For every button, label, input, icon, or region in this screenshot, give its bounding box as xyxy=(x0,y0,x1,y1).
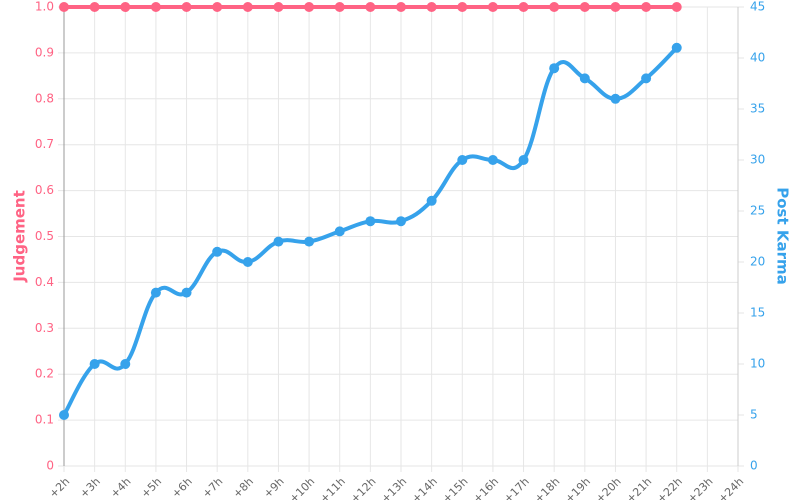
data-point xyxy=(242,257,253,267)
y2-tick-label: 20 xyxy=(750,255,765,269)
y-tick-label: 0.9 xyxy=(35,45,54,59)
x-tick-label: +6h xyxy=(169,475,195,500)
data-point xyxy=(150,2,161,12)
x-tick-label: +24h xyxy=(716,475,747,500)
y-tick-label: 0.7 xyxy=(35,137,54,151)
data-point xyxy=(120,359,131,369)
y2-tick-label: 5 xyxy=(750,408,758,422)
data-point xyxy=(150,287,161,298)
data-point xyxy=(120,2,131,12)
y2-tick-label: 0 xyxy=(750,459,758,473)
x-tick-label: +4h xyxy=(108,475,134,500)
data-point xyxy=(212,2,223,12)
y2-axis-title: Post Karma xyxy=(774,187,792,285)
data-point xyxy=(518,2,529,12)
data-point xyxy=(59,410,69,420)
x-tick-label: +13h xyxy=(379,475,410,500)
y-tick-label: 0 xyxy=(46,459,54,473)
data-point xyxy=(396,216,406,227)
y-tick-label: 0.5 xyxy=(35,229,54,243)
data-point xyxy=(610,2,621,12)
data-point xyxy=(549,2,560,12)
x-tick-label: +7h xyxy=(200,475,226,500)
x-tick-label: +23h xyxy=(685,475,716,500)
data-point xyxy=(396,2,406,12)
data-point xyxy=(549,63,560,74)
x-tick-label: +3h xyxy=(77,475,103,500)
data-point xyxy=(671,42,682,53)
data-point xyxy=(181,2,192,12)
data-point xyxy=(181,287,192,298)
data-point xyxy=(89,359,100,369)
x-tick-label: +8h xyxy=(230,475,256,500)
x-tick-label: +12h xyxy=(348,475,379,500)
y2-tick-label: 25 xyxy=(750,204,765,218)
data-point xyxy=(365,2,376,12)
data-point xyxy=(487,2,498,12)
data-point xyxy=(457,155,468,165)
data-point xyxy=(426,2,437,12)
y-tick-label: 0.3 xyxy=(35,321,54,335)
data-point xyxy=(273,236,284,247)
data-point xyxy=(518,155,529,165)
y-tick-label: 0.4 xyxy=(35,275,54,289)
data-point xyxy=(334,2,345,12)
data-point xyxy=(212,246,223,257)
data-point xyxy=(457,2,468,12)
data-point xyxy=(641,73,652,84)
y-tick-label: 0.2 xyxy=(35,367,54,381)
x-tick-label: +2h xyxy=(47,475,73,500)
data-point xyxy=(671,2,682,12)
y2-tick-label: 30 xyxy=(750,153,765,167)
data-point xyxy=(334,226,345,237)
y2-tick-label: 45 xyxy=(750,0,765,14)
y2-tick-label: 40 xyxy=(750,51,765,65)
data-point xyxy=(579,2,590,12)
data-point xyxy=(641,2,652,12)
x-tick-label: +22h xyxy=(654,475,685,500)
y-tick-label: 0.6 xyxy=(35,183,54,197)
data-point xyxy=(426,195,437,206)
y-tick-label: 0.8 xyxy=(35,91,54,105)
x-tick-label: +21h xyxy=(624,475,655,500)
data-point xyxy=(610,93,621,104)
x-tick-label: +16h xyxy=(471,475,502,500)
x-tick-label: +19h xyxy=(563,475,594,500)
x-tick-label: +20h xyxy=(593,475,624,500)
y2-tick-label: 10 xyxy=(750,357,765,371)
y2-tick-label: 15 xyxy=(750,306,765,320)
data-point xyxy=(89,2,100,12)
x-tick-label: +11h xyxy=(317,475,348,500)
y-tick-label: 0.1 xyxy=(35,413,54,427)
y-axis-title: Judgement xyxy=(11,190,29,283)
data-point xyxy=(365,216,376,227)
data-point xyxy=(304,236,315,247)
data-point xyxy=(59,2,69,12)
y-tick-label: 1.0 xyxy=(35,0,54,14)
data-point xyxy=(273,2,284,12)
x-tick-label: +14h xyxy=(409,475,440,500)
x-tick-label: +5h xyxy=(139,475,165,500)
x-tick-label: +10h xyxy=(287,475,318,500)
x-tick-label: +15h xyxy=(440,475,471,500)
x-tick-label: +18h xyxy=(532,475,563,500)
data-point xyxy=(487,155,498,165)
data-point xyxy=(242,2,253,12)
x-tick-label: +17h xyxy=(501,475,532,500)
data-point xyxy=(579,73,590,84)
data-point xyxy=(304,2,315,12)
x-tick-label: +9h xyxy=(261,475,287,500)
y2-tick-label: 35 xyxy=(750,102,765,116)
